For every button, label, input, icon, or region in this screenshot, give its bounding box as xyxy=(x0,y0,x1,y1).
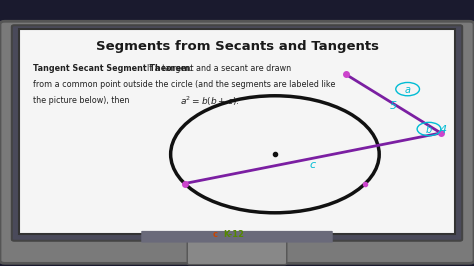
FancyBboxPatch shape xyxy=(12,25,462,241)
FancyBboxPatch shape xyxy=(0,21,474,263)
Text: If a tangent and a secant are drawn: If a tangent and a secant are drawn xyxy=(147,64,291,73)
FancyBboxPatch shape xyxy=(187,235,287,265)
Text: 4: 4 xyxy=(439,125,447,135)
Text: Tangent Secant Segment Theorem:: Tangent Secant Segment Theorem: xyxy=(33,64,193,73)
FancyBboxPatch shape xyxy=(141,231,333,243)
FancyBboxPatch shape xyxy=(19,29,455,234)
Text: from a common point outside the circle (and the segments are labeled like: from a common point outside the circle (… xyxy=(33,80,336,89)
Text: K-12: K-12 xyxy=(223,230,244,239)
Text: 5: 5 xyxy=(390,101,397,111)
Text: $a^2 = b(b + c).$: $a^2 = b(b + c).$ xyxy=(180,94,240,108)
Text: the picture below), then: the picture below), then xyxy=(33,96,132,105)
Text: a: a xyxy=(405,85,410,95)
Text: Segments from Secants and Tangents: Segments from Secants and Tangents xyxy=(95,40,379,53)
Text: c: c xyxy=(310,160,316,170)
Text: c: c xyxy=(213,230,218,239)
Text: b: b xyxy=(426,125,432,135)
